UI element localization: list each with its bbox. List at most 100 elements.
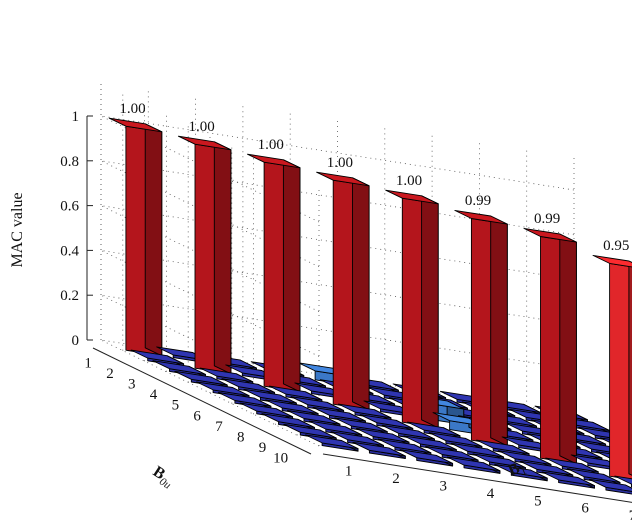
floor-tile xyxy=(446,456,501,474)
diagonal-bar xyxy=(454,209,508,447)
z-tick-label: 0.6 xyxy=(60,199,79,215)
bar-face-side xyxy=(282,159,301,393)
bar-face-top xyxy=(174,370,228,386)
bar-face-top xyxy=(199,367,254,383)
bar-face-top xyxy=(545,457,599,473)
diagonal-bar xyxy=(247,153,301,393)
b0u-tick-label: 1 xyxy=(84,355,92,371)
b0u-tick-label: 10 xyxy=(273,451,288,467)
bar-face-top xyxy=(265,399,319,415)
bar-face-top xyxy=(446,456,501,472)
bar-face-top xyxy=(286,410,341,425)
bar-face-top xyxy=(312,406,366,422)
diagonal-bar xyxy=(592,254,632,481)
b1-tick-label: 5 xyxy=(534,493,542,509)
bar-value-label: 1.00 xyxy=(189,119,215,135)
bar-face-top xyxy=(567,468,621,483)
grid-line xyxy=(100,115,575,223)
diagonal-bar xyxy=(108,117,163,357)
bar-face-top xyxy=(290,396,345,411)
bar-face-top xyxy=(283,423,337,439)
bar-face-top xyxy=(523,227,577,243)
grid-line xyxy=(100,339,575,447)
bar-face-side xyxy=(144,123,163,357)
bar-face-top xyxy=(177,135,232,151)
bar-face-top xyxy=(316,171,370,187)
b0u-tick-label: 7 xyxy=(215,419,223,435)
bar-face-top xyxy=(497,450,552,465)
diagonal-bar xyxy=(385,189,439,429)
value-labels: 1.001.001.001.001.000.990.990.950.990.98 xyxy=(119,101,629,254)
bar-face-top xyxy=(196,381,250,397)
bar-face-top xyxy=(261,413,315,428)
bar-value-label: 0.95 xyxy=(603,238,629,254)
bar-face-top xyxy=(381,424,435,440)
diagonal-bar xyxy=(177,135,232,375)
bar-face-top xyxy=(450,442,505,458)
bar-face-top xyxy=(407,421,461,437)
bar-face-top xyxy=(385,189,439,205)
bar-face-top xyxy=(352,441,406,457)
bar-face-top xyxy=(588,478,632,492)
bar-face-top xyxy=(330,431,384,446)
bar-face-front xyxy=(609,262,632,481)
bar-face-top xyxy=(399,449,454,464)
b0u-axis-label: B0u xyxy=(148,463,177,492)
bar-face-side xyxy=(213,141,232,375)
bar-face-top xyxy=(337,403,392,419)
b1-tick-label: 7 xyxy=(629,508,632,521)
bar-face-front xyxy=(605,486,632,495)
bar-face-top xyxy=(305,434,359,450)
axes xyxy=(86,115,632,503)
floor-tile xyxy=(403,435,457,453)
b0u-tick-label: 3 xyxy=(128,377,136,393)
bar-face-side xyxy=(559,233,577,465)
bar-face-top xyxy=(221,378,275,393)
tick-labels: 00.20.40.60.811234567891012345678910 xyxy=(60,109,632,521)
bar-face-top xyxy=(356,428,410,443)
bar-face-top xyxy=(217,392,272,407)
bar-face-top xyxy=(541,471,595,487)
bar-face-top xyxy=(243,388,297,404)
bar-value-label: 0.99 xyxy=(534,211,560,227)
z-tick-label: 0.4 xyxy=(60,243,79,259)
diagonal-bar xyxy=(523,227,577,465)
bar-face-top xyxy=(519,460,574,476)
floor-tile xyxy=(399,449,454,467)
bar-face-side xyxy=(490,215,508,447)
b0u-tick-label: 8 xyxy=(237,430,245,446)
grid-line xyxy=(100,250,575,357)
bar-face-top xyxy=(239,402,294,418)
bar-face-top xyxy=(454,209,508,225)
bar-face-top xyxy=(614,475,632,485)
b1-tick-label: 2 xyxy=(392,471,400,487)
diagonal-bar xyxy=(316,171,370,411)
bar-face-top xyxy=(403,435,457,451)
b1-tick-label: 4 xyxy=(487,486,495,502)
bar-face-top xyxy=(108,117,163,133)
bar-face-top xyxy=(592,254,632,268)
bar-value-label: 1.00 xyxy=(327,155,353,171)
floor-tile xyxy=(588,478,632,495)
b0u-tick-label: 5 xyxy=(172,398,180,414)
bar-face-side xyxy=(352,177,370,411)
bar-face-top xyxy=(152,360,206,375)
z-tick-label: 0.8 xyxy=(60,154,79,170)
b1-tick-label: 1 xyxy=(345,464,353,480)
bar-face-side xyxy=(421,195,439,429)
b1-tick-label: 6 xyxy=(581,501,589,517)
y-axis-label: MAC value xyxy=(9,192,26,267)
bar-value-label: 1.00 xyxy=(119,101,145,117)
bar-face-top xyxy=(130,349,185,365)
bar-face-top xyxy=(359,414,414,429)
bars xyxy=(108,117,632,495)
bar-face-top xyxy=(425,446,479,461)
b0u-axis-line xyxy=(92,347,312,455)
b1-axis-sub: 1 xyxy=(519,465,529,478)
bar-face-top xyxy=(476,439,530,455)
b0u-tick-label: 2 xyxy=(106,366,114,382)
bar-value-label: 0.99 xyxy=(465,193,491,209)
bar-face-top xyxy=(334,417,388,433)
